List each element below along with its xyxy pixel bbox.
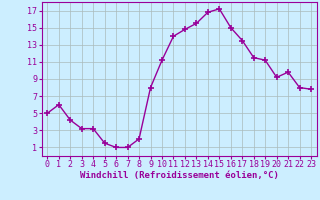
X-axis label: Windchill (Refroidissement éolien,°C): Windchill (Refroidissement éolien,°C) [80, 171, 279, 180]
